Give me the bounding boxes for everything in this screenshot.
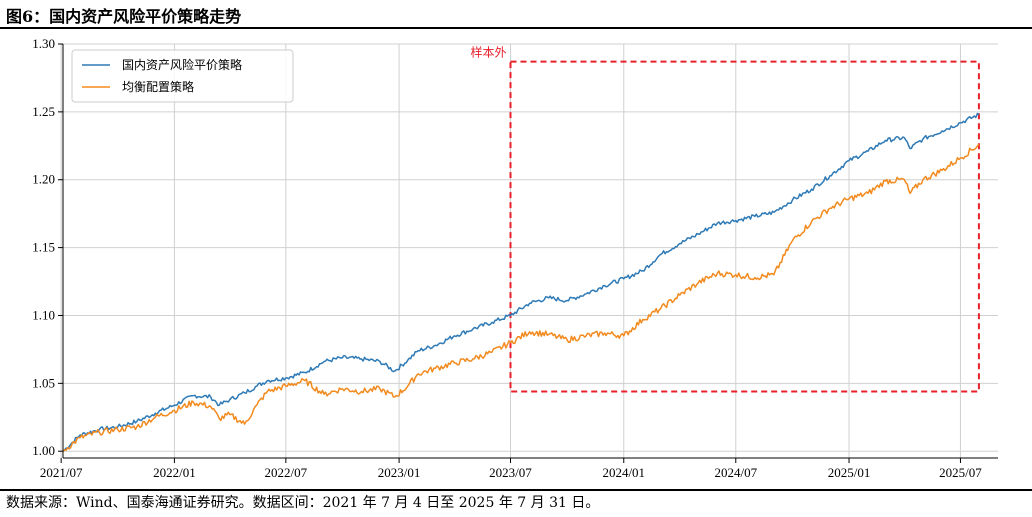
y-tick-label: 1.00 <box>32 443 55 458</box>
y-tick-label: 1.30 <box>32 36 55 51</box>
grid-lines <box>60 43 998 458</box>
x-tick-label: 2025/01 <box>828 465 871 480</box>
y-tick-label: 1.10 <box>32 307 55 322</box>
source-note: 数据来源：Wind、国泰海通证券研究。数据区间：2021 年 7 月 4 日至 … <box>6 495 600 511</box>
figure-title: 图6：国内资产风险平价策略走势 <box>6 7 242 26</box>
x-tick-label: 2023/01 <box>378 465 421 480</box>
series-line <box>62 143 980 452</box>
legend-label: 国内资产风险平价策略 <box>122 57 242 72</box>
x-tick-label: 2024/01 <box>602 465 645 480</box>
y-tick-label: 1.20 <box>32 172 55 187</box>
x-tick-label: 2021/07 <box>40 465 83 480</box>
y-tick-label: 1.05 <box>32 375 55 390</box>
x-tick-label: 2024/07 <box>714 465 757 480</box>
x-tick-label: 2022/07 <box>265 465 308 480</box>
x-tick-label: 2025/07 <box>939 465 982 480</box>
series-line <box>62 112 980 452</box>
out-of-sample-label: 样本外 <box>470 45 506 60</box>
series-lines <box>62 112 980 452</box>
out-of-sample-annotation: 样本外 <box>470 45 980 393</box>
source-rule <box>0 489 1032 491</box>
x-tick-label: 2023/07 <box>489 465 532 480</box>
legend-box <box>71 49 294 103</box>
out-of-sample-box <box>509 60 980 393</box>
y-tick-label: 1.25 <box>32 104 55 119</box>
axes: 2021/07 2022/01 2022/07 2023/01 2023/07 2024/… <box>32 36 998 480</box>
y-tick-label: 1.15 <box>32 240 55 255</box>
line-chart: 样本外 2021/07 2022/01 2022/07 2023/01 2023/07 2… <box>32 36 998 480</box>
legend-label: 均衡配置策略 <box>122 79 194 94</box>
x-tick-label: 2022/01 <box>153 465 196 480</box>
title-rule <box>0 27 1032 29</box>
